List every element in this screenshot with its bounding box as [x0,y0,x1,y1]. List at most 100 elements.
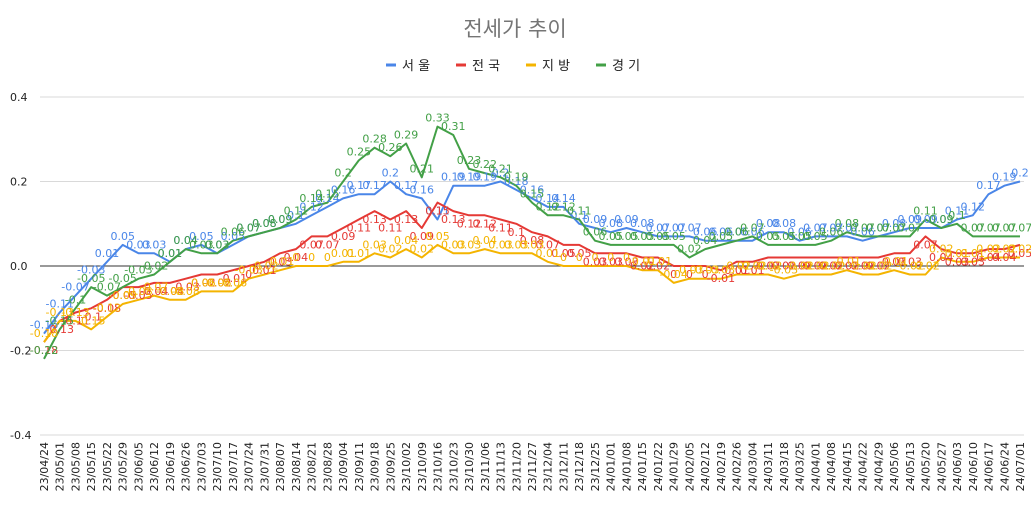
data-label: 0.18 [504,175,529,188]
x-tick-label: 23/12/11 [557,442,570,491]
series-line [43,180,1021,335]
data-label: 0 [623,251,630,264]
data-label: 0.02 [410,243,435,256]
data-label: -0.18 [30,327,58,340]
data-label: 0.08 [756,217,781,230]
data-label: 0.03 [441,238,466,251]
data-label: 0.16 [520,183,545,196]
data-label: 0.01 [945,247,970,260]
x-tick-label: 23/05/01 [54,442,67,491]
data-label: -0.07 [93,281,121,294]
data-label: 0.14 [315,192,340,205]
x-tick-label: 24/07/01 [1014,442,1027,491]
data-label: 0.06 [693,226,718,239]
data-label: 0.2 [1011,167,1029,180]
data-label: 0.08 [772,217,797,230]
data-label: 0.07 [236,221,261,234]
data-label: 0.04 [173,234,198,247]
data-label: 0.25 [347,145,372,158]
data-label: 0.12 [961,200,986,213]
x-tick-label: 24/02/12 [699,442,712,491]
data-label: 0.03 [583,255,608,268]
data-label: 0.07 [913,238,938,251]
data-label: 0.33 [425,112,450,125]
data-label: 0.15 [315,188,340,201]
data-label: -0.16 [30,319,58,332]
data-label: -0.04 [156,285,184,298]
y-axis: 0.4 0.2 0.0 -0.2 -0.4 [10,91,31,442]
x-axis: 23/04/24 23/05/01 23/05/08 23/05/15 23/05/22… [38,442,1027,491]
data-label: 0.03 [961,255,986,268]
data-label: 0.13 [362,213,387,226]
data-label: -0.07 [61,281,89,294]
x-tick-label: 24/02/19 [715,442,728,491]
data-label: 0.03 [520,238,545,251]
data-label: 0.01 [252,264,277,277]
series-line [43,125,1020,360]
x-tick-label: 23/10/30 [463,442,476,491]
data-label: 0.05 [598,230,623,243]
data-label: 0.03 [362,238,387,251]
data-label: -0.02 [738,259,766,272]
x-tick-label: 23/09/11 [353,442,366,491]
data-label: -0.05 [77,272,105,285]
data-label: -0.01 [219,272,247,285]
y-tick-label: 0.2 [10,176,28,189]
data-label: 0.23 [457,154,482,167]
x-tick-label: 24/04/08 [825,442,838,491]
data-label: 0.11 [913,205,938,218]
data-label: 0.02 [756,260,781,273]
x-tick-label: 23/05/15 [85,442,98,491]
x-tick-label: 24/03/11 [762,442,775,491]
data-label: 0 [324,251,331,264]
data-label: 0.1 [948,209,966,222]
data-label: 0.03 [205,238,230,251]
data-label: -0.1 [65,293,86,306]
data-label: 0.07 [535,238,560,251]
data-label: 0.03 [205,238,230,251]
data-label: 0.08 [835,217,860,230]
data-label: 0.08 [598,217,623,230]
data-label: -0.02 [911,259,939,272]
x-tick-label: 24/03/25 [794,442,807,491]
data-label: -0.03 [234,264,262,277]
data-label: 0.05 [425,230,450,243]
x-tick-label: 23/12/18 [573,442,586,491]
data-label: 0.05 [646,230,671,243]
x-tick-label: 23/07/31 [258,442,271,491]
x-tick-label: 23/05/29 [117,442,130,491]
data-label: -0.02 [896,259,924,272]
data-label: -0.05 [124,289,152,302]
data-label: 0.07 [740,221,765,234]
data-label: 0.07 [646,221,671,234]
data-label: 0.19 [457,171,482,184]
data-label: 0.06 [709,226,734,239]
x-tick-label: 24/04/01 [809,442,822,491]
data-label: 0.02 [646,260,671,273]
data-label: 0.02 [772,260,797,273]
y-tick-label: -0.2 [10,345,31,358]
series-line [43,243,1020,343]
data-label: -0.07 [140,281,168,294]
data-label: -0.03 [171,281,199,294]
data-label: 0.1 [508,226,526,239]
data-label: 0.04 [976,251,1001,264]
legend-label: 경 기 [612,59,640,74]
data-label: 0.16 [331,183,356,196]
x-tick-label: 24/05/06 [888,442,901,491]
data-label: 0.09 [614,213,639,226]
x-tick-label: 24/02/05 [683,442,696,491]
data-label: 0.01 [724,264,749,277]
data-label: 0.07 [976,221,1001,234]
data-label: 0.03 [945,255,970,268]
data-label: 0.09 [913,213,938,226]
x-tick-label: 23/07/17 [227,442,240,491]
data-label: 0.06 [724,226,749,239]
data-label: 0.15 [425,205,450,218]
data-label: 0.07 [803,221,828,234]
x-tick-label: 23/09/04 [337,442,350,491]
data-label: 0.17 [976,179,1001,192]
data-label: -0.13 [46,306,74,319]
data-label: 0.07 [299,238,324,251]
data-label: 0.12 [535,200,560,213]
